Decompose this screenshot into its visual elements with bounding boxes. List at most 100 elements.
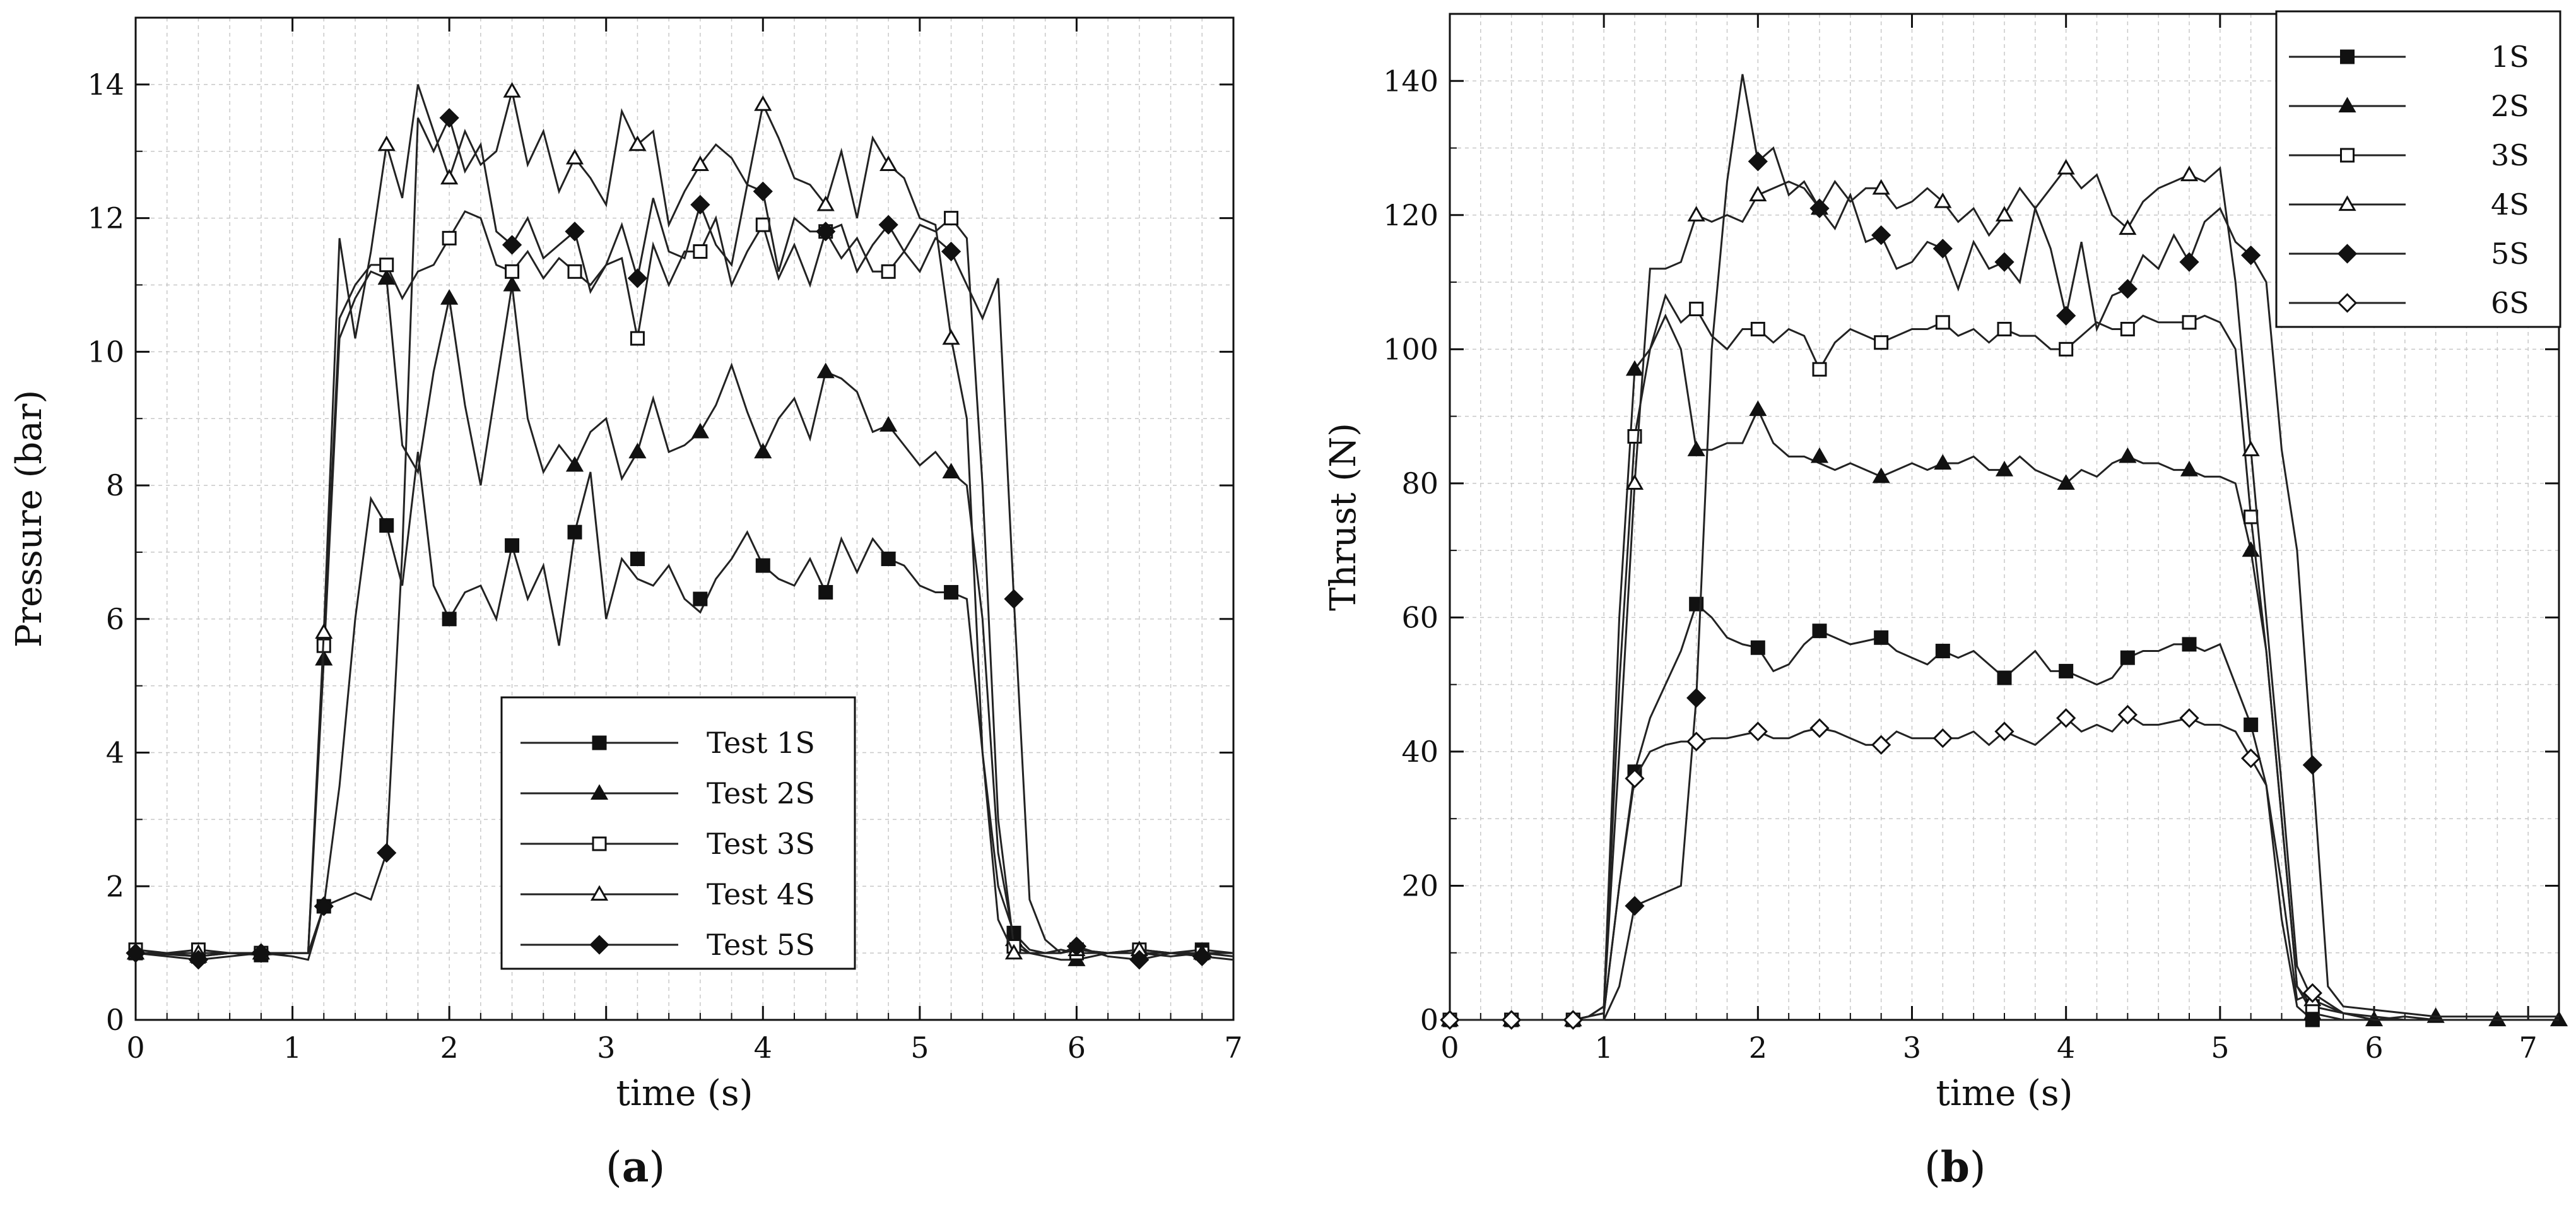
data-point (1994, 252, 2014, 272)
data-point (1812, 362, 1827, 377)
data-point (944, 584, 959, 600)
data-point (1625, 360, 1644, 376)
data-point (2302, 983, 2322, 1003)
data-point (1997, 670, 2012, 685)
data-point (2241, 245, 2261, 266)
legend-label: 4S (2491, 187, 2529, 222)
data-point (630, 552, 645, 567)
data-point (1749, 186, 1767, 202)
data-point (2119, 447, 2137, 463)
data-point (942, 329, 960, 345)
data-point (1872, 179, 1890, 195)
data-point (440, 169, 459, 185)
data-point (691, 422, 709, 439)
data-point (502, 235, 522, 255)
y-tick-label: 10 (87, 334, 124, 369)
legend-marker (589, 935, 609, 955)
data-point (2180, 165, 2199, 182)
data-point (1687, 206, 1705, 222)
data-point (314, 896, 334, 916)
data-point (755, 558, 770, 573)
y-tick-label: 6 (106, 602, 124, 636)
data-point (2119, 219, 2137, 235)
data-point (1625, 896, 1645, 916)
data-point (1748, 721, 1768, 742)
legend-label: 6S (2491, 286, 2529, 320)
data-point (1995, 461, 2014, 476)
panel-b-label: (b) (1924, 1142, 1986, 1192)
data-point (816, 362, 835, 379)
x-tick-label: 6 (1067, 1031, 1086, 1065)
plot-frame (134, 16, 1235, 1021)
data-point (440, 289, 459, 305)
data-point (565, 148, 584, 165)
data-point (878, 215, 898, 235)
data-point (1502, 1010, 1522, 1030)
data-point (567, 524, 582, 540)
y-tick-label: 14 (87, 68, 124, 102)
data-point (377, 135, 396, 151)
data-point (2244, 717, 2259, 732)
data-point (503, 81, 521, 98)
data-point (2302, 755, 2322, 775)
y-tick-label: 120 (1383, 198, 1438, 232)
legend-box (2275, 10, 2561, 328)
data-point (377, 269, 396, 285)
y-tick-label: 8 (106, 468, 124, 502)
x-axis-label: time (s) (1936, 1073, 2073, 1114)
legend-label: Test 3S (707, 827, 815, 861)
data-point (2059, 663, 2074, 678)
series-line (135, 210, 1234, 957)
data-point (2057, 474, 2075, 490)
data-point (315, 623, 333, 639)
x-tick-label: 6 (2365, 1031, 2383, 1065)
series-line (136, 84, 1233, 954)
data-point (439, 108, 459, 128)
data-point (2182, 637, 2197, 652)
data-point (628, 442, 647, 459)
panel-a-label: (a) (606, 1142, 666, 1192)
data-point (1995, 206, 2014, 222)
x-tick-label: 0 (126, 1031, 144, 1065)
series-line (135, 451, 1234, 957)
data-point (2179, 252, 2199, 272)
x-tick-label: 1 (1595, 1031, 1613, 1065)
data-point (565, 222, 585, 242)
chart-b: 0 1 2 3 4 5 6 7 0 20 40 60 80 100 120 140 time (s) Thrust… (1323, 10, 2568, 1114)
data-point (2056, 708, 2076, 728)
data-point (2120, 321, 2135, 336)
data-point (754, 442, 772, 459)
data-point (2179, 708, 2199, 728)
series-test-5s (126, 108, 1234, 970)
data-point (2180, 461, 2199, 476)
data-point (1192, 946, 1212, 967)
y-tick-label: 0 (106, 1003, 124, 1037)
y-tick-label: 2 (106, 869, 124, 903)
data-point (693, 591, 708, 606)
data-point (1935, 315, 1950, 330)
data-point (505, 264, 520, 279)
data-point (755, 217, 770, 232)
series-6s (1440, 704, 2559, 1030)
x-tick-label: 3 (597, 1031, 615, 1065)
data-point (2242, 441, 2260, 456)
data-point (1750, 321, 1765, 336)
series-line (135, 115, 1234, 961)
y-tick-label: 40 (1401, 735, 1438, 769)
legend-marker (2340, 49, 2355, 64)
x-tick-label: 2 (440, 1031, 459, 1065)
data-point (1749, 400, 1767, 417)
y-tick-label: 100 (1383, 332, 1438, 366)
x-tick-label: 5 (910, 1031, 929, 1065)
data-point (1812, 624, 1827, 639)
data-point (2244, 509, 2259, 524)
data-point (2056, 305, 2076, 326)
data-point (1686, 688, 1707, 708)
series-3s (1442, 293, 2559, 1027)
data-point (2182, 315, 2197, 330)
y-tick-label: 0 (1420, 1003, 1438, 1037)
data-point (1809, 718, 1830, 738)
legend: 1S 2S 3S 4S 5S 6S (2275, 10, 2561, 328)
series-line (1450, 602, 2559, 1021)
data-point (1129, 950, 1150, 970)
